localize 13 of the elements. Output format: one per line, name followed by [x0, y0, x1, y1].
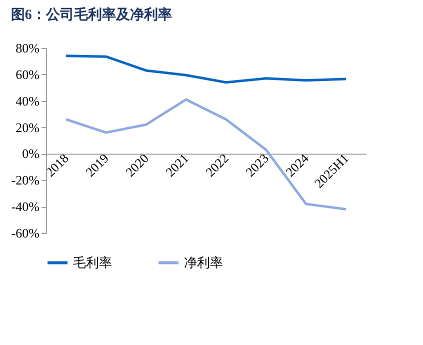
y-tick-label: -20%: [11, 172, 40, 188]
line-series: [64, 54, 348, 84]
legend-label: 净利率: [184, 254, 223, 270]
legend-label: 毛利率: [73, 254, 112, 270]
x-tick-label: 2021: [162, 150, 192, 180]
y-tick-label: 40%: [16, 93, 40, 108]
chart-title: 图6：公司毛利率及净利率: [10, 6, 172, 23]
y-tick-label: 60%: [16, 66, 40, 82]
y-tick-label: -60%: [11, 226, 40, 240]
y-tick-label: 0%: [22, 146, 40, 162]
y-tick-label: -40%: [11, 199, 40, 214]
y-tick-label: 20%: [16, 120, 40, 135]
y-tick-label: 80%: [16, 40, 40, 56]
